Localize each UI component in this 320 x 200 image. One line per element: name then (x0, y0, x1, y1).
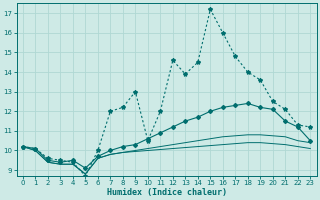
X-axis label: Humidex (Indice chaleur): Humidex (Indice chaleur) (107, 188, 227, 197)
